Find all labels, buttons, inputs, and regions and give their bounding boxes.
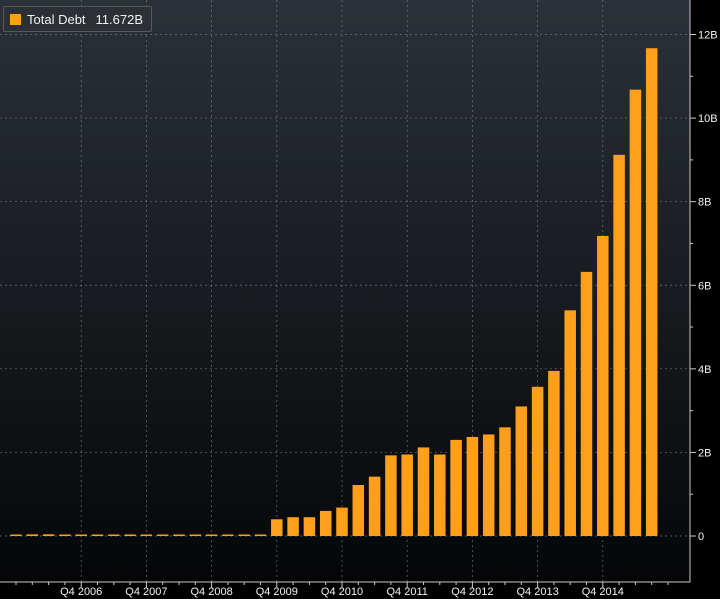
bar [645, 48, 658, 536]
bar [629, 89, 642, 536]
bar [548, 370, 560, 536]
bar [254, 534, 267, 536]
bar [238, 534, 250, 536]
y-tick-label: 8B [698, 197, 711, 209]
y-tick-label: 2B [698, 447, 711, 459]
x-tick-label: Q4 2009 [256, 586, 298, 598]
x-tick-label: Q4 2013 [516, 586, 558, 598]
bar [336, 507, 348, 536]
x-tick-label: Q4 2010 [321, 586, 363, 598]
bar [91, 534, 104, 536]
bar [156, 534, 169, 536]
bar [499, 427, 511, 536]
bar [222, 534, 234, 536]
bar [450, 439, 462, 536]
y-tick-label: 10B [698, 113, 718, 125]
x-tick-label: Q4 2014 [582, 586, 624, 598]
bar [613, 154, 625, 537]
x-tick-label: Q4 2006 [60, 586, 102, 598]
bar [287, 517, 299, 536]
bar [417, 447, 430, 536]
x-tick-label: Q4 2008 [190, 586, 232, 598]
y-tick-label: 4B [698, 364, 711, 376]
bar [482, 434, 495, 536]
y-tick-label: 6B [698, 280, 711, 292]
bar [75, 534, 87, 536]
bar [385, 455, 397, 536]
legend-label: Total Debt [27, 11, 86, 27]
legend-value: 11.672B [95, 11, 144, 27]
bar [597, 235, 609, 536]
bar [205, 534, 218, 536]
legend-swatch [10, 13, 21, 25]
bar [271, 519, 283, 536]
legend: Total Debt 11.672B [3, 6, 153, 32]
bar [26, 534, 39, 536]
bar [10, 534, 22, 536]
bar [124, 534, 136, 536]
bar [108, 534, 120, 536]
y-tick-label: 0 [698, 531, 704, 543]
bar [173, 534, 185, 536]
bar [401, 454, 413, 536]
bar [515, 406, 528, 536]
bar [466, 436, 479, 536]
bar [580, 271, 593, 536]
bar [42, 534, 55, 536]
bar [531, 386, 544, 536]
bar [59, 534, 71, 536]
x-tick-label: Q4 2011 [387, 586, 428, 598]
bar [140, 534, 153, 536]
bar [434, 454, 446, 536]
bar [319, 510, 332, 536]
x-tick-label: Q4 2007 [125, 586, 167, 598]
bar [564, 310, 576, 536]
bar [303, 517, 316, 536]
bar [189, 534, 202, 536]
y-tick-label: 12B [698, 30, 718, 42]
bar [352, 485, 365, 536]
bar [368, 476, 381, 536]
x-tick-label: Q4 2012 [451, 586, 493, 598]
